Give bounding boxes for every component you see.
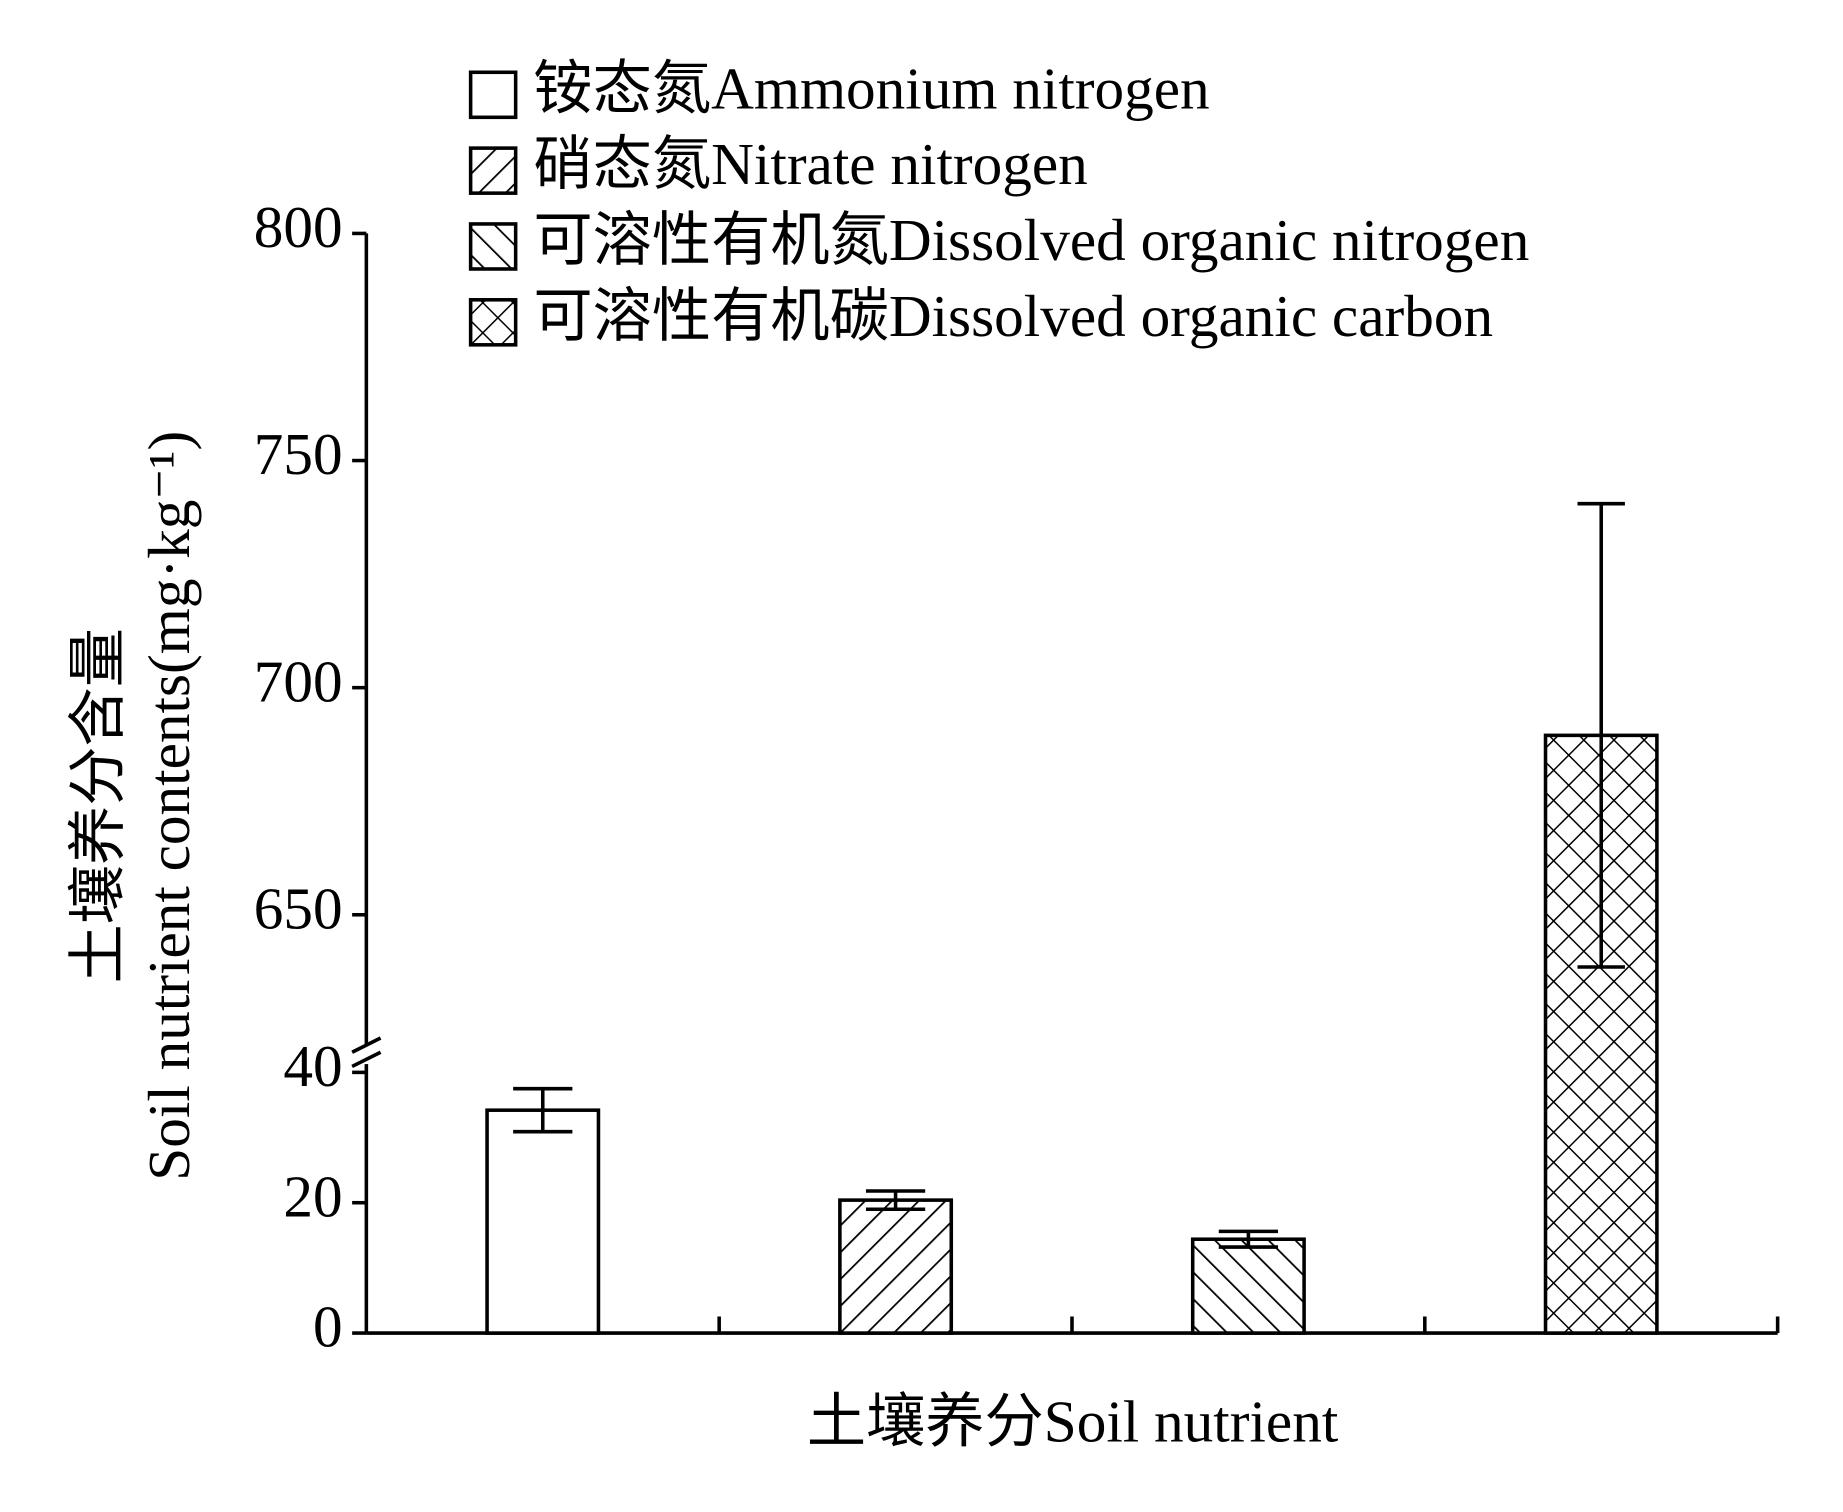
legend-label: 可溶性有机碳Dissolved organic carbon	[533, 283, 1493, 349]
legend-label: 硝态氮Nitrate nitrogen	[533, 131, 1087, 197]
legend-swatch	[468, 222, 518, 271]
error-bar	[865, 1189, 926, 1212]
y-tick-label: 40	[283, 1033, 342, 1099]
legend-swatch	[468, 146, 518, 195]
y-tick-label: 800	[254, 194, 343, 260]
legend-label: 铵态氮Ammonium nitrogen	[533, 55, 1209, 121]
y-axis-label: 土壤养分含量	[65, 628, 131, 983]
y-tick-label: 650	[254, 875, 343, 941]
y-tick-label: 0	[313, 1294, 343, 1360]
bar	[1190, 1237, 1306, 1335]
y-axis-label: Soil nutrient contents(mg·kg⁻¹)	[136, 431, 202, 1181]
error-bar	[1577, 501, 1625, 969]
error-bar	[513, 1086, 573, 1134]
error-bar	[1218, 1229, 1279, 1249]
y-tick-label: 700	[254, 648, 343, 714]
axis-break	[351, 1050, 382, 1069]
legend-swatch	[468, 70, 518, 120]
y-tick-label: 750	[254, 421, 343, 487]
bar	[838, 1198, 954, 1335]
legend-swatch	[468, 298, 518, 347]
x-axis-label: 土壤养分Soil nutrient	[807, 1388, 1339, 1454]
bar	[485, 1108, 601, 1335]
y-tick-label: 20	[283, 1163, 342, 1229]
axis-break	[351, 1036, 382, 1054]
legend-label: 可溶性有机氮Dissolved organic nitrogen	[533, 207, 1529, 273]
